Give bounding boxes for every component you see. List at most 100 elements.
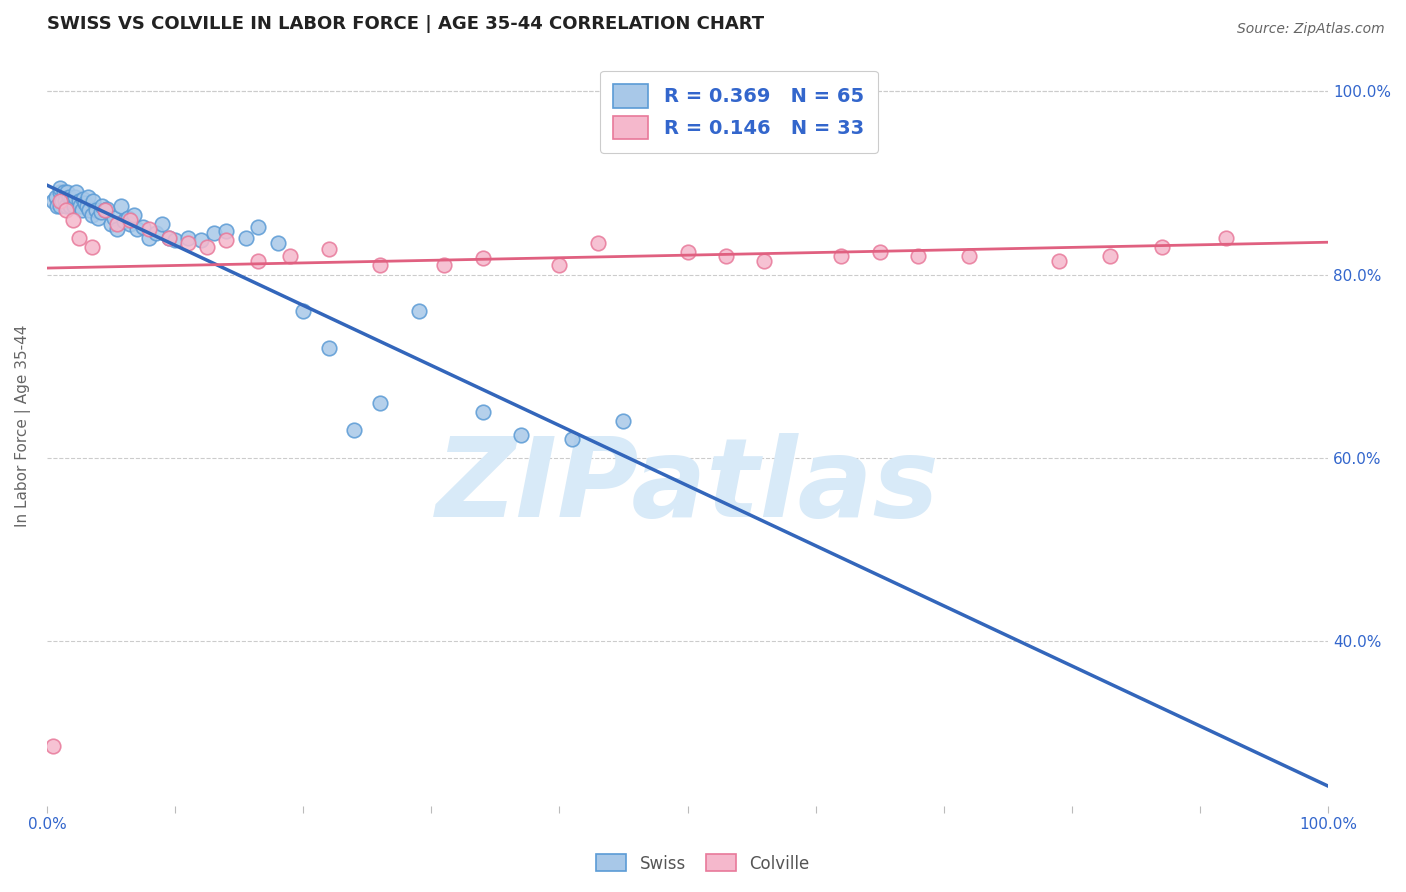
Point — [830, 249, 852, 263]
Point — [51, 194, 73, 209]
Point — [93, 203, 115, 218]
Point — [318, 242, 340, 256]
Y-axis label: In Labor Force | Age 35-44: In Labor Force | Age 35-44 — [15, 325, 31, 527]
Point — [548, 259, 571, 273]
Point — [77, 203, 100, 218]
Point — [80, 208, 103, 222]
Point — [122, 208, 145, 222]
Point — [46, 199, 69, 213]
Point — [80, 240, 103, 254]
Point — [247, 253, 270, 268]
Point — [714, 249, 737, 263]
Point — [72, 193, 94, 207]
Point — [103, 211, 125, 225]
Point — [177, 231, 200, 245]
Point — [433, 259, 456, 273]
Point — [87, 211, 110, 225]
Point — [49, 185, 72, 199]
Point — [58, 190, 80, 204]
Point — [117, 211, 139, 225]
Point — [471, 405, 494, 419]
Point — [235, 231, 257, 245]
Point — [177, 235, 200, 250]
Point — [157, 231, 180, 245]
Point — [91, 199, 114, 213]
Point — [561, 433, 583, 447]
Point — [69, 199, 91, 213]
Point — [77, 190, 100, 204]
Legend: Swiss, Colville: Swiss, Colville — [589, 847, 817, 880]
Point — [60, 193, 83, 207]
Point — [120, 212, 142, 227]
Point — [318, 341, 340, 355]
Point — [75, 196, 97, 211]
Point — [343, 423, 366, 437]
Point — [247, 219, 270, 234]
Point — [676, 244, 699, 259]
Point — [63, 199, 86, 213]
Point — [195, 240, 218, 254]
Point — [157, 231, 180, 245]
Text: ZIPatlas: ZIPatlas — [436, 433, 939, 540]
Point — [62, 194, 84, 209]
Point — [368, 396, 391, 410]
Point — [292, 304, 315, 318]
Point — [165, 233, 187, 247]
Point — [53, 194, 76, 209]
Point — [84, 203, 107, 218]
Point — [145, 227, 167, 241]
Point — [63, 190, 86, 204]
Point — [107, 217, 129, 231]
Point — [138, 221, 160, 235]
Point — [190, 233, 212, 247]
Point — [138, 231, 160, 245]
Point — [1047, 253, 1070, 268]
Point — [82, 194, 104, 209]
Point — [70, 203, 93, 218]
Point — [125, 221, 148, 235]
Point — [266, 235, 288, 250]
Point — [754, 253, 776, 268]
Point — [67, 231, 90, 245]
Point — [45, 190, 67, 204]
Point — [120, 217, 142, 231]
Point — [49, 199, 72, 213]
Point — [96, 202, 118, 216]
Point — [100, 217, 122, 231]
Point — [215, 224, 238, 238]
Point — [65, 185, 87, 199]
Point — [112, 214, 135, 228]
Text: SWISS VS COLVILLE IN LABOR FORCE | AGE 35-44 CORRELATION CHART: SWISS VS COLVILLE IN LABOR FORCE | AGE 3… — [46, 15, 763, 33]
Point — [150, 217, 173, 231]
Point — [202, 227, 225, 241]
Point — [93, 203, 115, 218]
Point — [586, 235, 609, 250]
Point — [55, 199, 77, 213]
Point — [215, 233, 238, 247]
Point — [957, 249, 980, 263]
Point — [56, 185, 79, 199]
Point — [90, 205, 112, 219]
Point — [132, 219, 155, 234]
Point — [869, 244, 891, 259]
Point — [67, 194, 90, 209]
Point — [76, 199, 98, 213]
Point — [42, 739, 65, 753]
Point — [49, 194, 72, 209]
Text: Source: ZipAtlas.com: Source: ZipAtlas.com — [1237, 22, 1385, 37]
Point — [280, 249, 302, 263]
Point — [59, 199, 82, 213]
Point — [1215, 231, 1237, 245]
Point — [55, 203, 77, 218]
Point — [1150, 240, 1173, 254]
Point — [612, 414, 634, 428]
Point — [368, 259, 391, 273]
Point — [1099, 249, 1122, 263]
Legend: R = 0.369   N = 65, R = 0.146   N = 33: R = 0.369 N = 65, R = 0.146 N = 33 — [600, 70, 877, 153]
Point — [510, 427, 533, 442]
Point — [408, 304, 430, 318]
Point — [110, 199, 132, 213]
Point — [107, 221, 129, 235]
Point — [52, 185, 75, 199]
Point — [49, 180, 72, 194]
